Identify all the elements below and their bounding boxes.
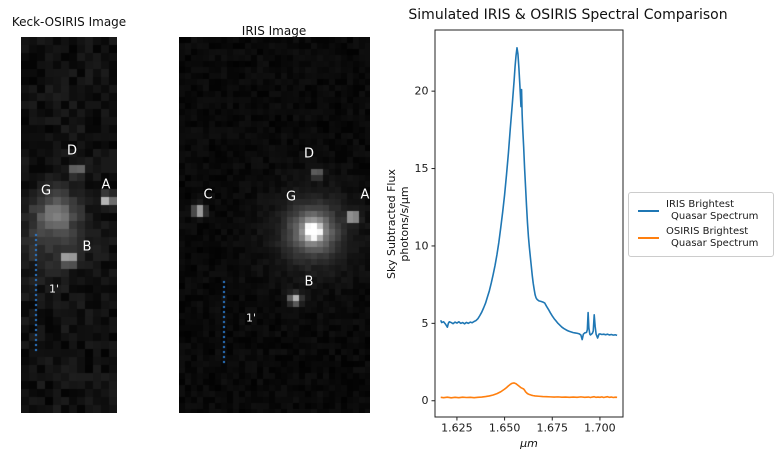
star-label-G: G [285, 189, 297, 205]
scale-bar-label: 1' [245, 311, 257, 325]
iris-image-canvas [179, 37, 370, 413]
x-axis-label: μm [520, 437, 538, 450]
star-label-A: A [101, 177, 111, 193]
panel-title-keck-osiris: Keck-OSIRIS Image [11, 15, 127, 29]
iris-image: C D G A B 1' [179, 37, 370, 413]
y-tick-label: 15 [415, 162, 429, 175]
legend-line-swatch [638, 210, 659, 212]
star-label-A: A [360, 187, 370, 203]
x-tick-label: 1.625 [441, 422, 473, 435]
y-tick-label: 10 [415, 239, 429, 252]
star-label-D: D [66, 143, 78, 159]
axes-frame [434, 29, 624, 418]
scale-bar-label: 1' [48, 282, 60, 296]
keck-osiris-image-canvas [21, 37, 117, 413]
star-label-G: G [40, 183, 52, 199]
y-axis-label: Sky Subtracted Flux photons/s/μm [385, 159, 411, 289]
legend-label: IRIS Brightest Quasar Spectrum [666, 199, 759, 222]
star-label-D: D [303, 146, 315, 162]
star-label-B: B [82, 239, 92, 255]
y-axis-label-line1: Sky Subtracted Flux [385, 169, 398, 279]
y-axis-label-line2: photons/s/μm [398, 186, 411, 262]
y-tick-label: 0 [422, 394, 429, 407]
x-tick-label: 1.650 [489, 422, 521, 435]
y-tick-label: 20 [415, 85, 429, 98]
legend: IRIS Brightest Quasar Spectrum OSIRIS Brig… [628, 192, 774, 257]
spectrum-line-iris [439, 46, 618, 341]
panel-title-iris: IRIS Image [241, 24, 307, 38]
legend-line-swatch [638, 237, 659, 239]
keck-osiris-image: D A G B 1' [21, 37, 117, 413]
legend-label: OSIRIS Brightest Quasar Spectrum [666, 226, 759, 249]
chart-title: Simulated IRIS & OSIRIS Spectral Compari… [408, 7, 728, 23]
x-tick-label: 1.675 [537, 422, 569, 435]
x-tick-label: 1.700 [584, 422, 616, 435]
y-tick-label: 5 [422, 317, 429, 330]
legend-entry-osiris: OSIRIS Brightest Quasar Spectrum [638, 226, 767, 250]
star-label-C: C [203, 187, 213, 203]
star-label-B: B [304, 274, 314, 290]
legend-entry-iris: IRIS Brightest Quasar Spectrum [638, 199, 767, 223]
spectrum-line-osiris [440, 382, 618, 399]
